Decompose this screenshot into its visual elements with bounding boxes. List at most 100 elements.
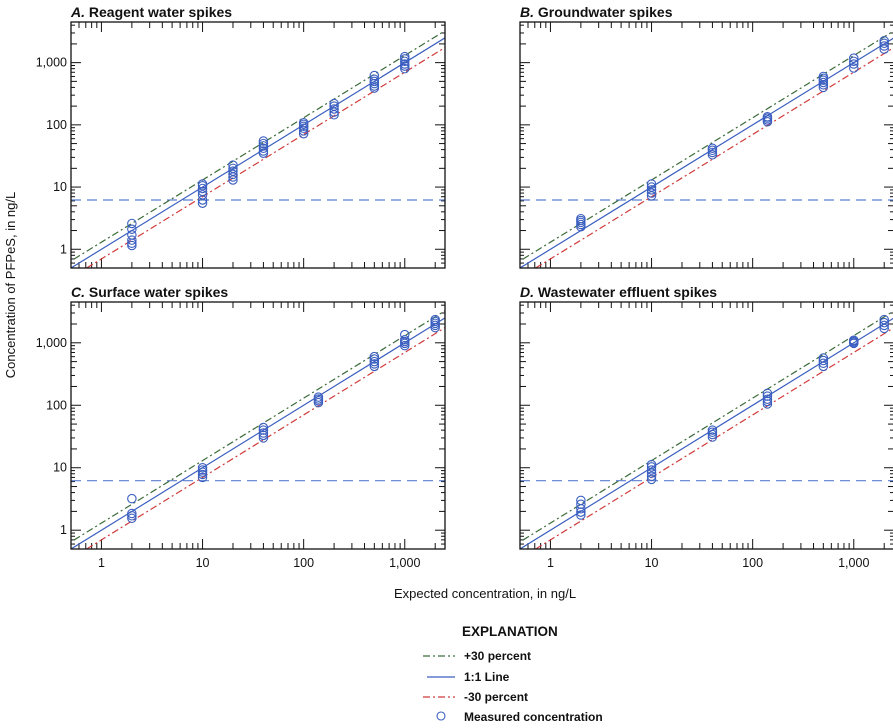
x-tick-label: 10 [645, 556, 659, 570]
data-point-marker [258, 141, 269, 151]
data-point-marker [197, 190, 208, 200]
data-point-marker [228, 160, 238, 170]
data-point-marker [646, 471, 657, 482]
data-point-marker [369, 354, 380, 364]
data-point-marker [127, 235, 137, 245]
data-point-marker [576, 507, 586, 517]
data-point-marker [400, 340, 410, 351]
legend-label: Measured concentration [464, 710, 603, 724]
data-point-marker [258, 143, 269, 154]
data-point-marker [818, 358, 829, 369]
panel-title: C. Surface water spikes [71, 284, 228, 300]
panel-b: B. Groundwater spikes [519, 4, 893, 269]
data-point-marker [762, 399, 773, 409]
x-tick-label: 1 [547, 556, 554, 570]
data-point-marker [298, 128, 309, 139]
panel-letter: B. [520, 4, 538, 20]
minus-30-percent-line [534, 47, 893, 268]
minus-30-percent-line [85, 46, 445, 268]
data-point-marker [313, 392, 324, 402]
data-point-marker [329, 104, 339, 114]
data-point-marker [762, 391, 773, 401]
minus-30-percent-line [534, 327, 893, 549]
data-point-marker [127, 218, 137, 229]
x-tick-label: 10 [196, 556, 210, 570]
data-point-marker [127, 224, 137, 234]
data-point-marker [707, 425, 718, 435]
data-point-marker [849, 63, 859, 73]
legend: EXPLANATION +30 percent 1:1 Line -30 per… [423, 624, 603, 724]
data-point-marker [879, 317, 889, 328]
measured-points [576, 314, 889, 520]
panel-frame [70, 21, 446, 269]
panel-letter: A. [70, 4, 89, 20]
data-point-marker [879, 41, 889, 51]
measured-points [127, 51, 410, 251]
data-point-marker [127, 508, 137, 519]
x-tick-label: 100 [742, 556, 763, 570]
panel-title-text: Groundwater spikes [538, 4, 673, 20]
data-point-marker [258, 138, 269, 149]
data-point-marker [576, 499, 586, 510]
y-tick-label: 10 [53, 461, 67, 475]
data-point-marker [818, 71, 829, 82]
data-point-marker [197, 465, 208, 475]
y-tick-label: 100 [46, 398, 67, 412]
panel-c: C. Surface water spikes 1 10 100 1,000 1 10 100… [36, 284, 446, 570]
panel-title: B. Groundwater spikes [520, 4, 673, 20]
data-point-marker [400, 56, 410, 67]
data-point-marker [228, 166, 238, 176]
data-point-marker [576, 495, 586, 506]
panel-d: D. Wastewater effluent spikes 1 10 100 1,000 [519, 284, 893, 570]
data-point-marker [127, 493, 137, 504]
data-point-marker [762, 394, 773, 404]
panels: A. Reagent water spikes 1 10 100 1,000 B. Gro… [36, 4, 893, 570]
data-point-marker [197, 179, 208, 189]
data-point-marker [258, 148, 269, 158]
data-point-marker [646, 182, 657, 192]
y-tick-label: 1,000 [36, 336, 67, 350]
y-tick-label: 1,000 [36, 56, 67, 70]
data-point-marker [400, 51, 410, 62]
data-point-marker [646, 179, 657, 189]
plot-area [520, 30, 893, 268]
data-point-marker [430, 314, 440, 325]
data-point-marker [762, 388, 773, 399]
data-point-marker [879, 314, 889, 325]
y-tick-label: 1 [60, 242, 67, 256]
one-to-one-line [520, 317, 893, 549]
data-point-marker [818, 353, 829, 363]
legend-label: -30 percent [464, 690, 528, 704]
data-point-marker [228, 163, 238, 174]
minus-30-percent-line [85, 326, 445, 549]
panel-title-text: Surface water spikes [89, 284, 229, 300]
data-point-marker [197, 462, 208, 473]
plot-area [71, 30, 445, 268]
legend-label: +30 percent [464, 649, 531, 663]
axis-ticks [70, 22, 445, 269]
data-point-marker [707, 143, 718, 154]
legend-label: 1:1 Line [464, 670, 510, 684]
y-tick-label: 10 [53, 180, 67, 194]
panel-frame [519, 21, 893, 269]
measured-points [576, 35, 889, 232]
data-point-marker [258, 430, 269, 441]
y-tick-label: 100 [46, 118, 67, 132]
data-point-marker [329, 98, 339, 109]
data-point-marker [258, 428, 269, 438]
panel-a: A. Reagent water spikes 1 10 100 1,000 [36, 4, 446, 269]
panel-title-text: Reagent water spikes [89, 4, 232, 20]
data-point-marker [369, 361, 380, 372]
data-point-marker [707, 432, 718, 442]
legend-item-measured: Measured concentration [436, 710, 603, 724]
x-tick-label: 100 [293, 556, 314, 570]
data-point-marker [576, 510, 586, 520]
panel-letter: D. [520, 284, 538, 300]
plus-30-percent-line [71, 30, 445, 262]
data-point-marker [258, 146, 269, 156]
open-circle-marker-icon [436, 711, 446, 721]
axis-ticks [519, 22, 893, 269]
data-point-marker [127, 511, 137, 521]
data-point-marker [707, 429, 718, 440]
data-point-marker [400, 329, 410, 340]
